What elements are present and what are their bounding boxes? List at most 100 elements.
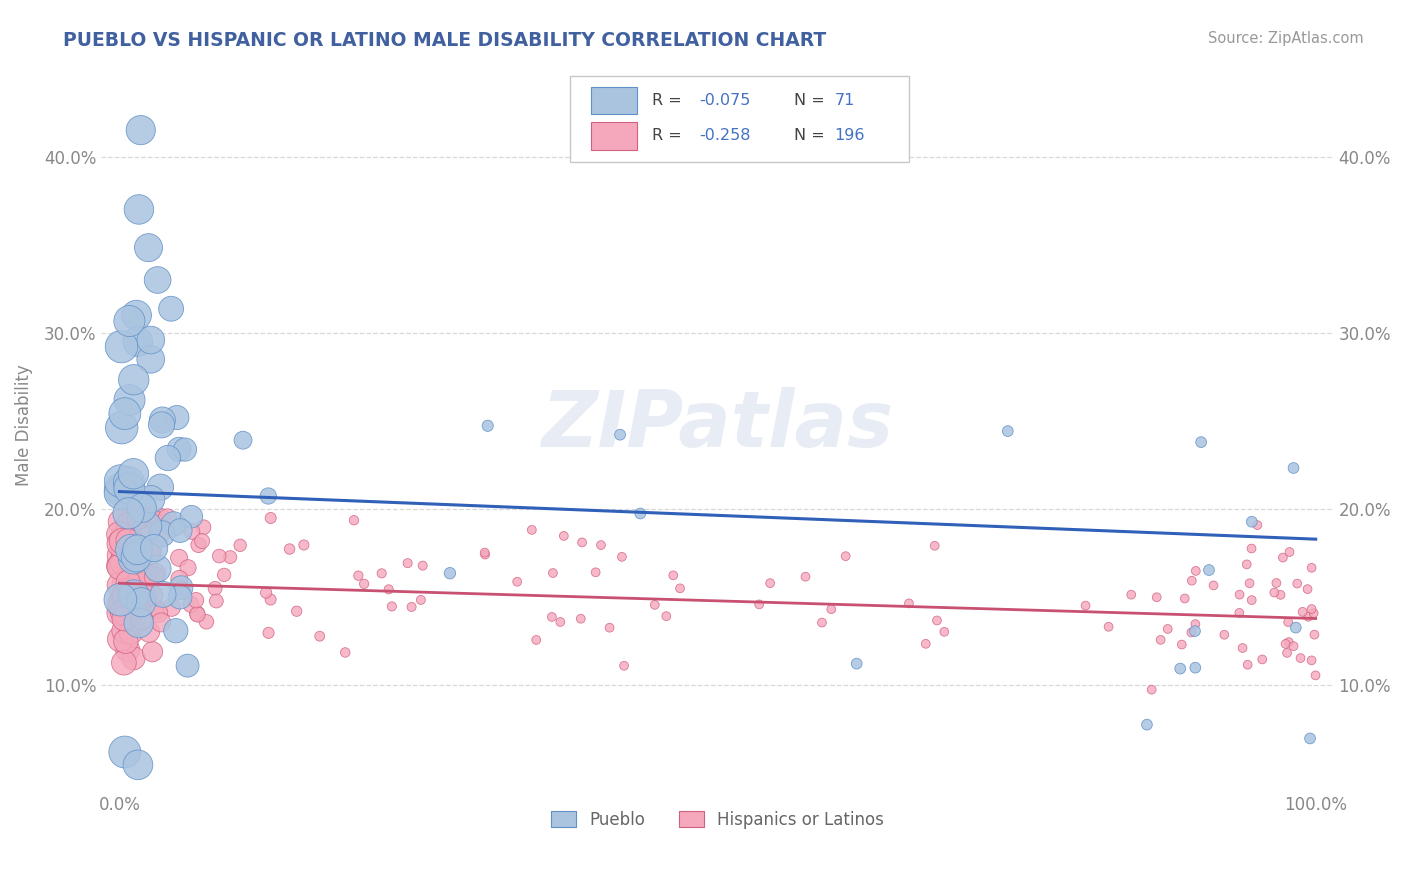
Point (150, 526, 173, 541)
Point (127, 553, 149, 567)
Point (114, 407, 136, 421)
Point (811, 615, 834, 630)
Point (550, 615, 572, 629)
Point (1146, 591, 1168, 605)
Point (128, 570, 150, 584)
Point (1232, 640, 1254, 655)
Point (115, 634, 138, 648)
Point (128, 615, 150, 630)
Point (114, 605, 136, 619)
Point (108, 598, 131, 612)
Point (1278, 635, 1301, 649)
Point (148, 529, 170, 543)
Point (129, 550, 152, 565)
Point (1275, 646, 1298, 660)
Point (845, 657, 868, 671)
Point (138, 241, 160, 255)
Point (127, 511, 149, 525)
Point (111, 605, 134, 619)
Point (139, 492, 162, 507)
Point (609, 427, 631, 442)
Point (117, 507, 139, 521)
Point (1251, 652, 1274, 666)
Point (127, 757, 149, 772)
Point (129, 595, 152, 609)
Point (110, 483, 132, 497)
Point (1121, 588, 1143, 602)
Point (152, 587, 174, 601)
Point (141, 645, 163, 659)
Point (162, 516, 184, 531)
Point (108, 606, 131, 620)
Point (115, 549, 138, 564)
Point (139, 525, 162, 540)
Point (520, 523, 543, 537)
Point (122, 651, 145, 665)
Point (122, 551, 145, 566)
Point (569, 612, 592, 626)
Point (571, 535, 593, 549)
Point (377, 582, 399, 597)
Point (150, 413, 173, 427)
Point (1301, 653, 1323, 667)
Point (120, 608, 142, 623)
Point (122, 559, 145, 574)
Point (260, 511, 283, 525)
Point (1240, 515, 1263, 529)
Point (585, 566, 607, 580)
Point (180, 524, 202, 539)
Point (208, 549, 231, 563)
Point (118, 547, 141, 561)
Text: N =: N = (794, 128, 830, 144)
Point (655, 609, 678, 624)
Point (136, 519, 159, 533)
Point (169, 572, 191, 586)
Point (128, 202, 150, 217)
Point (1270, 588, 1292, 602)
Point (129, 123, 152, 137)
Point (1265, 576, 1288, 591)
Point (370, 566, 392, 581)
Point (127, 542, 149, 557)
Point (146, 273, 169, 287)
Point (138, 625, 160, 640)
Point (120, 596, 142, 610)
Point (184, 593, 207, 607)
Point (1301, 602, 1323, 616)
Point (439, 566, 461, 581)
Point (205, 594, 228, 608)
Point (108, 578, 131, 592)
Point (110, 558, 132, 573)
Point (186, 607, 208, 622)
Point (934, 624, 956, 639)
Point (204, 582, 226, 596)
Point (997, 424, 1019, 438)
Point (145, 566, 167, 581)
Point (122, 558, 145, 572)
Point (1305, 668, 1327, 682)
Point (401, 599, 423, 614)
Point (139, 333, 162, 347)
Point (541, 566, 564, 580)
Point (108, 549, 131, 563)
Point (1278, 545, 1301, 559)
Point (1299, 731, 1322, 746)
Point (232, 433, 254, 447)
Point (118, 314, 141, 328)
Text: R =: R = (652, 93, 688, 108)
Text: 196: 196 (835, 128, 865, 144)
Point (132, 575, 155, 590)
Point (150, 615, 173, 630)
Point (149, 480, 172, 494)
Point (127, 334, 149, 349)
Point (167, 550, 190, 565)
Point (111, 420, 134, 434)
Point (1157, 622, 1180, 636)
Point (1171, 638, 1194, 652)
Point (174, 442, 197, 457)
Point (110, 474, 132, 488)
Point (118, 482, 141, 496)
Point (589, 538, 612, 552)
Point (257, 625, 280, 640)
Point (1240, 541, 1263, 556)
